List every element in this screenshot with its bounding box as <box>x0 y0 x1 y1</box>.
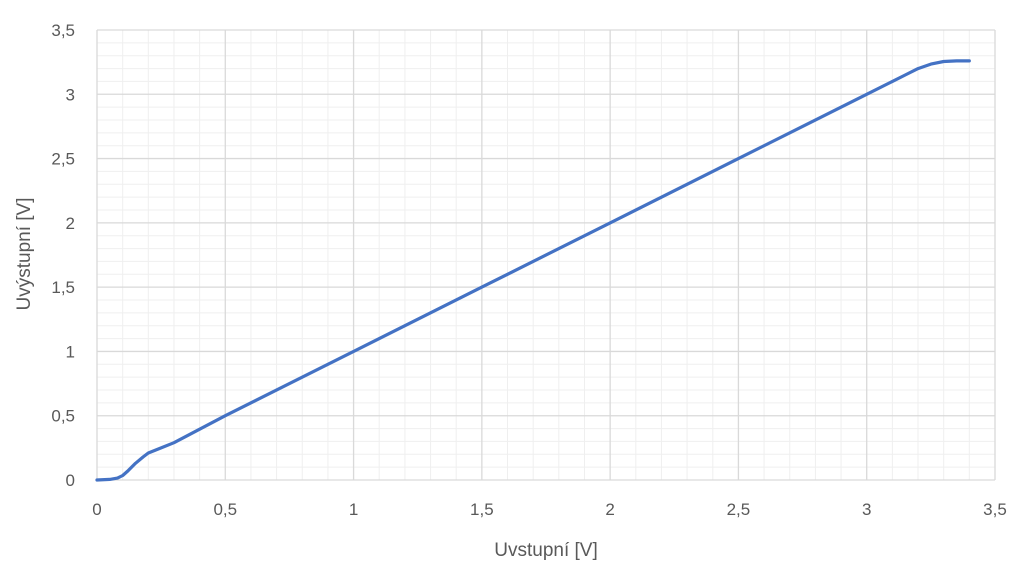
x-tick-label: 0,5 <box>213 500 237 519</box>
x-tick-label: 1,5 <box>470 500 494 519</box>
y-tick-label: 0 <box>66 471 75 490</box>
x-tick-label: 1 <box>349 500 358 519</box>
series-line <box>95 59 971 482</box>
y-tick-labels: 0 0,5 1 1,5 2 2,5 3 3,5 <box>51 21 75 490</box>
y-tick-label: 0,5 <box>51 407 75 426</box>
x-tick-label: 0 <box>92 500 101 519</box>
y-tick-label: 3 <box>66 85 75 104</box>
x-tick-label: 2,5 <box>727 500 751 519</box>
y-axis-title: Uvýstupní [V] <box>14 198 35 311</box>
major-gridlines <box>96 29 996 481</box>
x-tick-label: 3 <box>862 500 871 519</box>
y-tick-label: 2 <box>66 214 75 233</box>
y-tick-label: 3,5 <box>51 21 75 40</box>
y-tick-label: 1,5 <box>51 278 75 297</box>
x-axis-title: Uvstupní [V] <box>494 540 598 561</box>
plot-area <box>95 59 971 482</box>
y-tick-label: 2,5 <box>51 150 75 169</box>
minor-gridlines <box>97 30 995 480</box>
x-tick-labels: 0 0,5 1 1,5 2 2,5 3 3,5 <box>92 500 1007 519</box>
y-tick-label: 1 <box>66 342 75 361</box>
x-tick-label: 3,5 <box>983 500 1007 519</box>
x-tick-label: 2 <box>605 500 614 519</box>
